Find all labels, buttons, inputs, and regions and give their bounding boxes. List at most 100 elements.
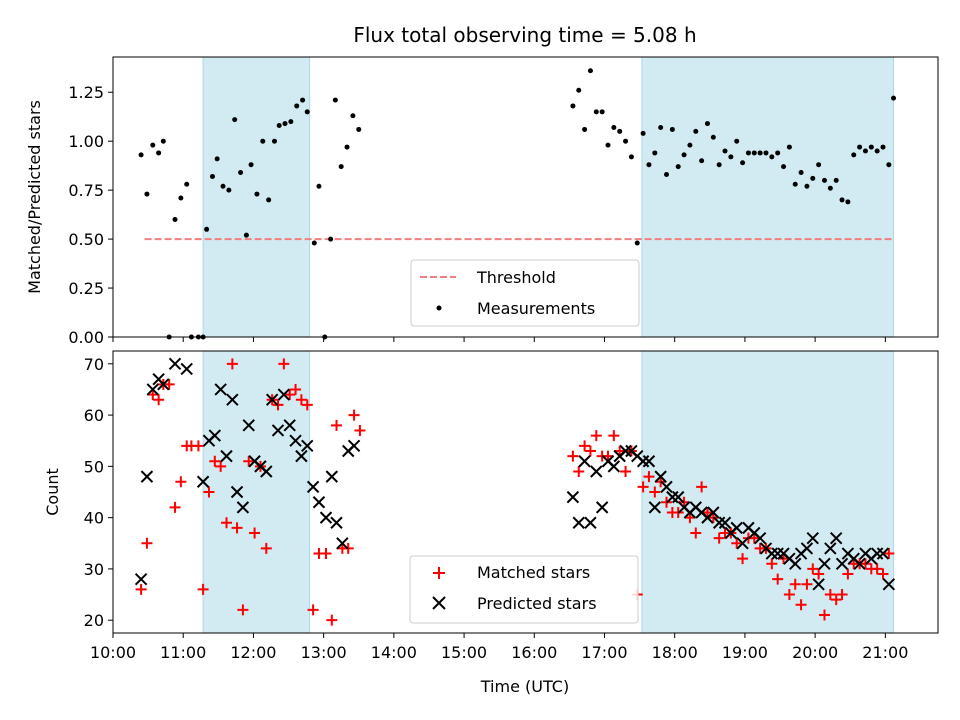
measurement-point-94	[886, 162, 892, 168]
predicted-star-point-7	[196, 475, 210, 488]
matched-star-point-47	[614, 445, 626, 457]
measurement-point-37	[344, 144, 350, 150]
measurement-point-3	[156, 150, 162, 156]
legend-predicted-swatch	[432, 596, 446, 610]
matched-star-point-12	[203, 486, 215, 498]
measurement-point-49	[623, 138, 629, 144]
matched-star-point-85	[836, 589, 848, 601]
top-y-tick-label-5: 1.25	[68, 83, 104, 102]
predicted-star-point-43	[619, 444, 632, 458]
measurement-point-81	[810, 175, 816, 181]
matched-star-point-70	[748, 532, 760, 544]
matched-star-point-11	[197, 583, 209, 595]
predicted-star-point-48	[648, 501, 662, 514]
bottom-y-tick-label-0: 20	[84, 611, 104, 630]
matched-star-point-51	[637, 481, 649, 493]
matched-star-point-29	[301, 399, 313, 411]
matched-star-point-86	[842, 568, 854, 580]
predicted-star-point-11	[220, 449, 233, 463]
predicted-star-point-0	[134, 572, 148, 586]
predicted-star-point-35	[572, 516, 585, 529]
measurement-point-61	[693, 128, 699, 134]
marks-layer	[134, 68, 897, 626]
measurement-point-40	[570, 103, 576, 109]
predicted-star-point-4	[157, 378, 170, 391]
measurement-point-92	[874, 148, 880, 154]
predicted-star-point-77	[818, 557, 831, 570]
predicted-star-point-76	[812, 578, 825, 591]
predicted-star-point-15	[242, 419, 255, 432]
shaded-intervals-layer	[202, 56, 895, 634]
predicted-star-point-26	[306, 480, 320, 494]
matched-star-point-28	[295, 394, 307, 406]
top-legend: Threshold Measurements	[410, 259, 640, 327]
matched-star-point-43	[590, 430, 602, 442]
matched-star-point-64	[713, 532, 725, 544]
legend-predicted-label: Predicted stars	[477, 594, 597, 613]
predicted-star-point-14	[236, 501, 250, 514]
measurement-point-14	[214, 156, 220, 162]
chart-title: Flux total observing time = 5.08 h	[353, 23, 696, 47]
matched-star-point-30	[307, 604, 319, 616]
x-tick-label-9: 19:00	[722, 643, 768, 662]
matched-star-point-39	[567, 450, 579, 462]
measurement-point-25	[276, 123, 282, 129]
measurement-point-59	[681, 152, 687, 158]
measurement-point-12	[204, 226, 210, 232]
matched-star-point-91	[871, 563, 883, 575]
measurement-point-20	[248, 162, 254, 168]
x-tick-label-10: 20:00	[792, 643, 838, 662]
matched-star-point-14	[215, 460, 227, 472]
predicted-star-point-49	[654, 470, 667, 483]
measurement-point-6	[172, 217, 178, 223]
predicted-star-point-39	[595, 501, 609, 514]
bottom-axes-frame	[112, 350, 939, 634]
predicted-star-point-46	[636, 455, 650, 468]
measurement-point-50	[628, 154, 634, 160]
measurement-point-2	[150, 142, 156, 148]
ticks-layer: 0.00 0.25 0.50 0.75 1.00 1.25 20 30 40 50 60 70 10:0…	[68, 83, 908, 662]
measurement-point-69	[740, 160, 746, 166]
matched-star-point-16	[226, 358, 238, 370]
matched-star-point-1	[141, 537, 153, 549]
measurement-point-16	[226, 187, 232, 193]
predicted-star-point-51	[666, 490, 679, 504]
predicted-star-point-38	[590, 465, 603, 478]
matched-star-point-19	[243, 455, 255, 467]
bottom-shaded-interval-2	[641, 350, 895, 634]
x-tick-label-8: 18:00	[652, 643, 698, 662]
measurement-point-75	[775, 150, 781, 156]
measurement-point-46	[605, 142, 611, 148]
measurement-point-21	[254, 191, 260, 197]
predicted-star-point-52	[672, 490, 685, 504]
measurement-point-58	[675, 164, 681, 170]
bottom-y-axis-label: Count	[43, 468, 62, 516]
predicted-star-point-30	[330, 516, 343, 529]
measurement-point-8	[184, 181, 190, 187]
matched-star-point-42	[584, 445, 596, 457]
top-y-tick-label-1: 0.25	[68, 279, 104, 298]
matched-star-point-46	[608, 430, 620, 442]
matched-star-point-26	[284, 389, 296, 401]
predicted-star-point-74	[800, 542, 814, 555]
measurement-point-66	[722, 148, 728, 154]
matched-star-point-77	[789, 578, 801, 590]
measurement-point-91	[868, 144, 874, 150]
predicted-star-point-20	[271, 424, 285, 437]
matched-star-point-92	[877, 568, 889, 580]
matched-star-point-93	[883, 548, 895, 560]
matched-star-point-48	[620, 465, 632, 477]
matched-star-point-53	[649, 486, 661, 498]
measurement-point-29	[300, 97, 306, 103]
measurement-point-87	[845, 199, 851, 205]
predicted-star-point-33	[347, 439, 361, 453]
predicted-star-point-78	[824, 542, 837, 555]
predicted-star-point-25	[301, 439, 314, 453]
measurement-point-31	[311, 240, 317, 246]
measurement-point-64	[710, 134, 716, 140]
matched-star-point-0	[135, 583, 147, 595]
x-tick-label-5: 15:00	[441, 643, 487, 662]
measurement-point-57	[669, 126, 675, 132]
measurement-point-43	[587, 68, 593, 74]
measurement-point-30	[304, 109, 310, 115]
